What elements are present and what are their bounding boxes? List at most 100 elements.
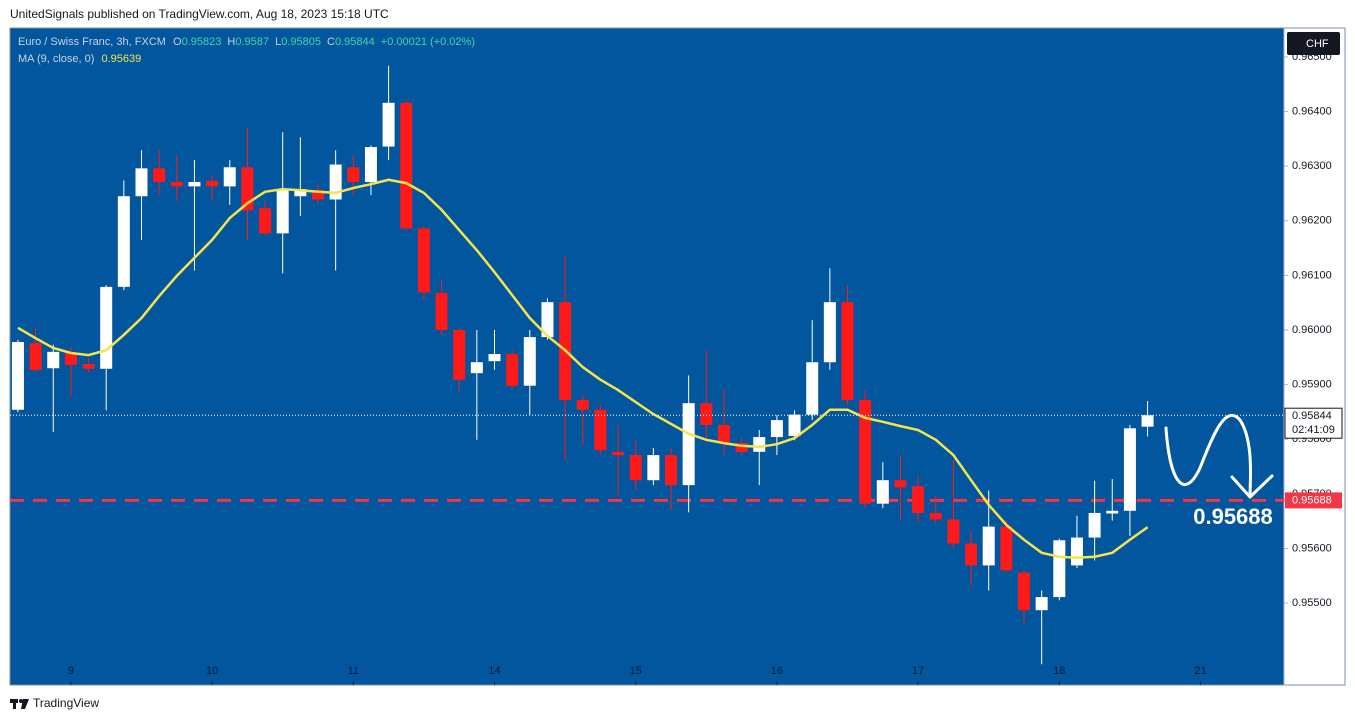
ohlc-value: 0.9587 (235, 36, 269, 48)
last-price-box (1284, 407, 1343, 439)
drawn-arrow (1164, 413, 1253, 497)
candle-body (488, 354, 501, 362)
candle-body (576, 399, 589, 410)
x-tick-label: 11 (348, 665, 359, 677)
candle-body (647, 455, 660, 481)
candle-body (753, 437, 766, 452)
candle-body (1106, 510, 1119, 514)
y-tick-label: 0.95500 (1292, 597, 1332, 609)
ohlc-label: H (227, 36, 235, 48)
candle-body (188, 182, 201, 187)
legend-line: Euro / Swiss Franc, 3h, FXCM O0.95823 H0… (18, 36, 475, 48)
candle-body (523, 337, 536, 386)
candle-body (29, 343, 42, 370)
candle-body (453, 330, 466, 380)
candle-body (47, 351, 60, 369)
x-tick-label: 14 (488, 665, 500, 677)
change: +0.00021 (+0.02%) (381, 36, 475, 48)
ohlc-label: O (173, 36, 182, 48)
candle-body (717, 425, 730, 444)
candle-body (294, 189, 307, 197)
x-tick-label: 16 (771, 665, 783, 677)
level-annotation: 0.95688 (1193, 504, 1273, 529)
candle-body (682, 403, 695, 486)
candle-body (1070, 537, 1083, 566)
candle-body (594, 409, 607, 451)
candle-body (612, 451, 625, 456)
candle-body (241, 167, 254, 211)
brand: TradingView (33, 696, 99, 710)
ohlc-label: L (275, 36, 281, 48)
y-tick-label: 0.95900 (1292, 379, 1332, 391)
x-tick-label: 15 (630, 665, 642, 677)
y-tick-label: 0.96100 (1292, 269, 1332, 281)
candle-body (170, 182, 183, 187)
candle-body (470, 362, 483, 374)
candle-body (329, 164, 342, 200)
x-tick-label: 18 (1053, 665, 1065, 677)
candle-body (665, 455, 678, 486)
ma-value: 0.95639 (101, 53, 141, 65)
candle-body (153, 168, 166, 183)
candle-body (347, 167, 360, 183)
candle-body (1035, 597, 1048, 611)
candle-body (259, 208, 272, 234)
candle-body (223, 167, 236, 187)
candle-body (735, 443, 748, 452)
candle-body (894, 480, 907, 488)
candle-body (912, 486, 925, 513)
legend-line: MA (9, close, 0) 0.95639 (18, 53, 141, 65)
candle-body (382, 102, 395, 147)
candle-body (700, 403, 713, 426)
x-tick-label: 21 (1194, 665, 1206, 677)
arrow-head (1230, 474, 1274, 499)
candle-body (929, 512, 942, 520)
candle-body (1018, 572, 1031, 611)
currency-box[interactable] (1287, 32, 1340, 55)
published-line: UnitedSignals published on TradingView.c… (10, 7, 389, 21)
pane-border (9, 27, 1346, 686)
ohlc-value: 0.95844 (335, 36, 375, 48)
currency[interactable]: CHF (1306, 38, 1329, 50)
ohlc-value: 0.95823 (182, 36, 222, 48)
candle-body (135, 168, 148, 197)
level-box (1285, 492, 1342, 509)
y-tick-label: 0.96400 (1292, 105, 1332, 117)
candle-body (876, 480, 889, 504)
candle-body (276, 190, 289, 234)
tv-logo (10, 699, 29, 709)
level-label: 0.95688 (1292, 494, 1332, 506)
candle-body (417, 228, 430, 293)
x-tick-label: 17 (912, 665, 924, 677)
last-price-label: 0.95844 (1292, 410, 1332, 422)
y-tick-label: 0.96000 (1292, 324, 1332, 336)
candle-body (64, 352, 77, 365)
candle-body (311, 190, 324, 200)
candle-body (82, 363, 95, 369)
candle-body (435, 292, 448, 331)
candle-body (770, 420, 783, 438)
candle-body (629, 455, 642, 481)
candle-body (11, 342, 24, 410)
candle-body (1000, 526, 1013, 571)
y-tick-label: 0.95600 (1292, 542, 1332, 554)
legend-title: Euro / Swiss Franc, 3h, FXCM (18, 36, 166, 48)
plot-area (10, 28, 1284, 685)
candle-body (1141, 415, 1154, 427)
candle-body (364, 147, 377, 183)
candle-body (982, 526, 995, 566)
ohlc-value: 0.95805 (281, 36, 321, 48)
candle-body (823, 302, 836, 363)
ma-line (17, 178, 1149, 560)
candle-body (1088, 512, 1101, 538)
candle-body (965, 543, 978, 566)
y-tick-label: 0.96300 (1292, 160, 1332, 172)
ma-name: MA (9, close, 0) (18, 53, 94, 65)
candle-body (506, 354, 519, 386)
y-tick-label: 0.96200 (1292, 215, 1332, 227)
candle-body (1123, 428, 1136, 511)
marks: 0.955000.956000.957000.958000.959000.960… (10, 51, 1332, 685)
candle-body (859, 399, 872, 504)
